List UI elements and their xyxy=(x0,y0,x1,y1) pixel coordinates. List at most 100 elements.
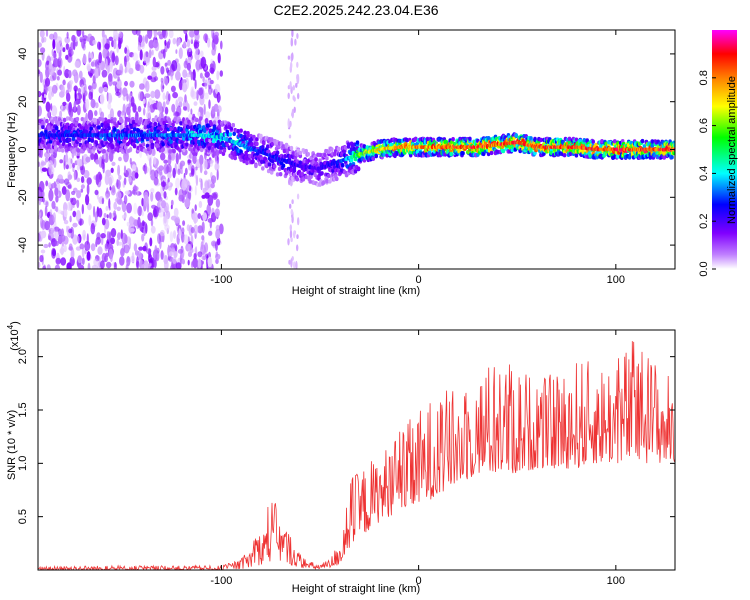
noise-mark xyxy=(62,79,66,86)
noise-mark xyxy=(199,72,203,79)
noise-mark xyxy=(60,245,64,256)
noise-mark xyxy=(204,92,209,100)
noise-mark xyxy=(71,190,76,196)
noise-mark xyxy=(45,30,49,37)
ridge-mark xyxy=(514,133,518,138)
noise-mark xyxy=(168,69,175,77)
noise-mark xyxy=(112,262,115,267)
noise-mark xyxy=(95,159,100,165)
noise-mark xyxy=(109,61,113,73)
colorbar-gradient xyxy=(712,30,737,269)
noise-mark xyxy=(175,262,182,269)
noise-mark xyxy=(72,162,76,169)
ridge-mark xyxy=(613,139,617,144)
colorbar-tick-label: 0.2 xyxy=(698,214,710,229)
noise-mark xyxy=(216,237,221,246)
ridge-mark xyxy=(304,148,309,154)
ridge-mark xyxy=(168,149,172,154)
ridge-mark xyxy=(325,179,329,184)
noise-mark xyxy=(59,234,66,242)
noise-mark xyxy=(48,189,54,202)
ridge-mark xyxy=(198,116,203,121)
noise-mark xyxy=(175,70,181,81)
noise-mark xyxy=(219,70,223,77)
ridge-mark xyxy=(155,139,160,144)
noise-mark xyxy=(76,190,82,199)
noise-mark xyxy=(67,49,74,57)
noise-mark xyxy=(172,256,177,264)
spectrogram-x-label: Height of straight line (km) xyxy=(292,285,420,297)
noise-mark xyxy=(208,99,211,109)
ridge-mark xyxy=(92,123,96,128)
noise-mark xyxy=(163,163,169,175)
ridge-mark xyxy=(215,151,220,156)
ridge-mark xyxy=(252,134,256,140)
noise-mark xyxy=(91,81,97,90)
noise-mark xyxy=(124,55,127,68)
noise-mark xyxy=(72,39,76,51)
noise-mark xyxy=(164,106,169,115)
noise-mark xyxy=(185,73,192,78)
noise-mark xyxy=(95,102,99,109)
ridge-mark xyxy=(308,179,313,184)
noise-mark xyxy=(194,247,197,254)
noise-mark xyxy=(72,234,78,245)
ridge-mark xyxy=(143,125,148,130)
noise-mark xyxy=(204,117,209,125)
ridge-mark xyxy=(355,140,360,145)
ridge-mark xyxy=(57,147,62,153)
ridge-mark xyxy=(353,169,358,174)
noise-mark xyxy=(124,234,128,244)
noise-mark xyxy=(54,264,61,269)
ridge-mark xyxy=(161,142,165,147)
artifact-mark xyxy=(293,230,296,239)
noise-mark xyxy=(190,226,195,234)
noise-mark xyxy=(60,257,67,266)
noise-mark xyxy=(101,217,106,226)
noise-mark xyxy=(114,32,120,38)
noise-mark xyxy=(193,41,200,49)
noise-mark xyxy=(44,220,51,231)
noise-mark xyxy=(158,200,162,206)
noise-mark xyxy=(175,49,178,54)
noise-mark xyxy=(163,191,167,199)
noise-mark xyxy=(118,156,122,162)
ridge-mark xyxy=(588,153,592,158)
noise-mark xyxy=(57,174,64,182)
ridge-mark xyxy=(246,133,250,138)
noise-mark xyxy=(98,207,103,218)
noise-mark xyxy=(61,186,67,195)
noise-mark xyxy=(192,153,197,165)
noise-mark xyxy=(177,96,184,103)
noise-mark xyxy=(66,262,72,269)
artifact-mark xyxy=(291,108,294,119)
noise-mark xyxy=(64,36,70,44)
noise-mark xyxy=(38,59,42,68)
noise-mark xyxy=(148,258,153,264)
noise-mark xyxy=(148,49,152,59)
noise-mark xyxy=(93,258,99,267)
noise-mark xyxy=(76,30,82,37)
ridge-mark xyxy=(172,149,176,154)
ridge-mark xyxy=(84,125,89,130)
noise-mark xyxy=(116,206,121,212)
noise-mark xyxy=(90,243,96,252)
noise-mark xyxy=(52,212,56,223)
noise-mark xyxy=(129,80,135,88)
noise-mark xyxy=(111,185,116,194)
noise-mark xyxy=(217,52,221,64)
noise-mark xyxy=(41,167,48,172)
noise-mark xyxy=(142,245,147,252)
noise-mark xyxy=(88,91,93,100)
noise-mark xyxy=(81,257,85,265)
noise-mark xyxy=(145,80,150,93)
noise-mark xyxy=(81,84,84,94)
noise-mark xyxy=(101,197,105,205)
ridge-mark xyxy=(153,121,158,127)
ridge-mark xyxy=(53,145,58,150)
noise-mark xyxy=(131,164,137,172)
artifact-mark xyxy=(296,61,299,68)
noise-mark xyxy=(44,205,48,217)
noise-mark xyxy=(141,233,145,242)
noise-mark xyxy=(169,231,174,243)
